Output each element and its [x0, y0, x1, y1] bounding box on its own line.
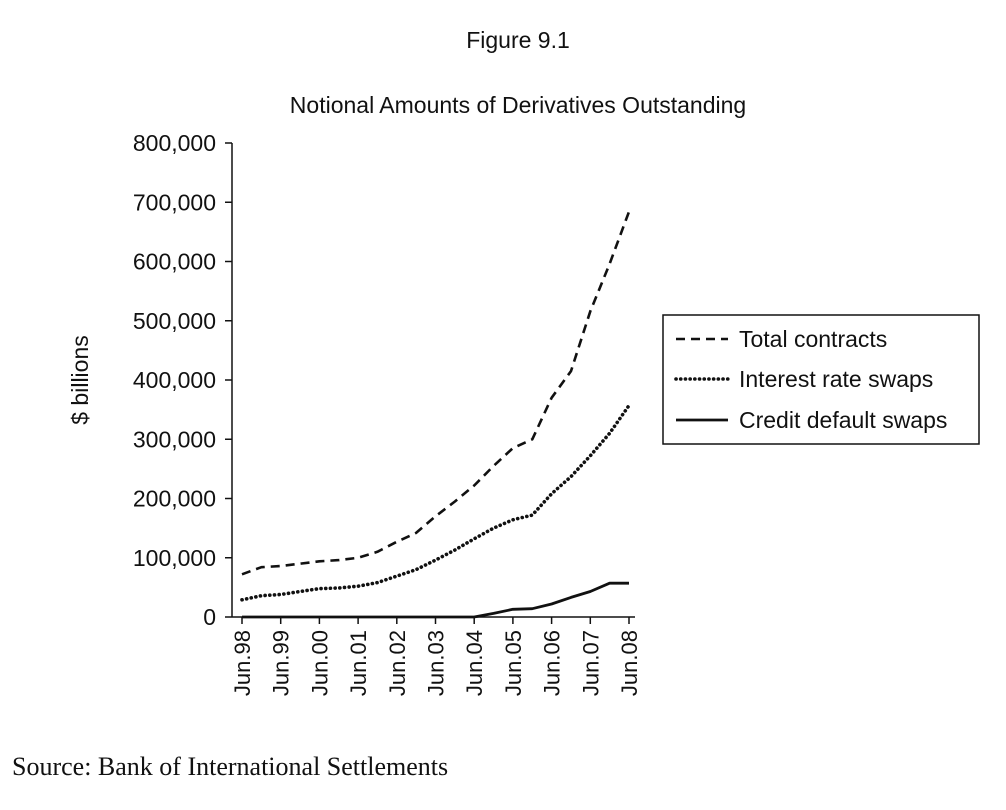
- legend-label: Total contracts: [739, 326, 887, 352]
- x-tick-label: Jun.99: [269, 630, 294, 696]
- y-tick-label: 700,000: [133, 189, 216, 215]
- y-tick-label: 0: [203, 604, 216, 630]
- legend: Total contracts Interest rate swaps Credit…: [662, 314, 980, 445]
- series-line-total-contracts: [241, 211, 631, 576]
- y-tick-label: 800,000: [133, 130, 216, 156]
- axes: [231, 143, 635, 618]
- series-line-credit-default-swaps: [242, 581, 629, 619]
- y-ticks: 0 100,000 200,000 300,000 400,000 500,000 600,…: [133, 130, 232, 630]
- x-tick-label: Jun.98: [230, 630, 255, 696]
- x-ticks: Jun.98 Jun.99 Jun.00 Jun.01 Jun.02 Jun.03 Jun.…: [230, 617, 642, 696]
- y-tick-label: 300,000: [133, 426, 216, 452]
- y-tick-label: 200,000: [133, 486, 216, 512]
- y-tick-label: 500,000: [133, 308, 216, 334]
- x-tick-label: Jun.05: [501, 630, 526, 696]
- series-line-interest-rate-swaps: [240, 403, 631, 602]
- x-tick-label: Jun.07: [578, 630, 603, 696]
- y-tick-label: 600,000: [133, 249, 216, 275]
- legend-box: [662, 314, 980, 445]
- source-note: Source: Bank of International Settlement…: [12, 752, 449, 781]
- chart-title: Notional Amounts of Derivatives Outstand…: [290, 92, 746, 118]
- y-tick-label: 400,000: [133, 367, 216, 393]
- x-tick-label: Jun.00: [307, 630, 332, 696]
- x-tick-label: Jun.01: [346, 630, 371, 696]
- series-lines: [240, 211, 631, 619]
- legend-label: Interest rate swaps: [739, 366, 933, 392]
- x-tick-label: Jun.04: [462, 630, 487, 696]
- y-tick-label: 100,000: [133, 545, 216, 571]
- x-tick-label: Jun.08: [617, 630, 642, 696]
- y-axis-label: $ billions: [67, 335, 93, 425]
- x-tick-label: Jun.02: [385, 630, 410, 696]
- x-tick-label: Jun.06: [540, 630, 565, 696]
- x-tick-label: Jun.03: [424, 630, 449, 696]
- figure-label: Figure 9.1: [466, 27, 570, 53]
- legend-label: Credit default swaps: [739, 407, 947, 433]
